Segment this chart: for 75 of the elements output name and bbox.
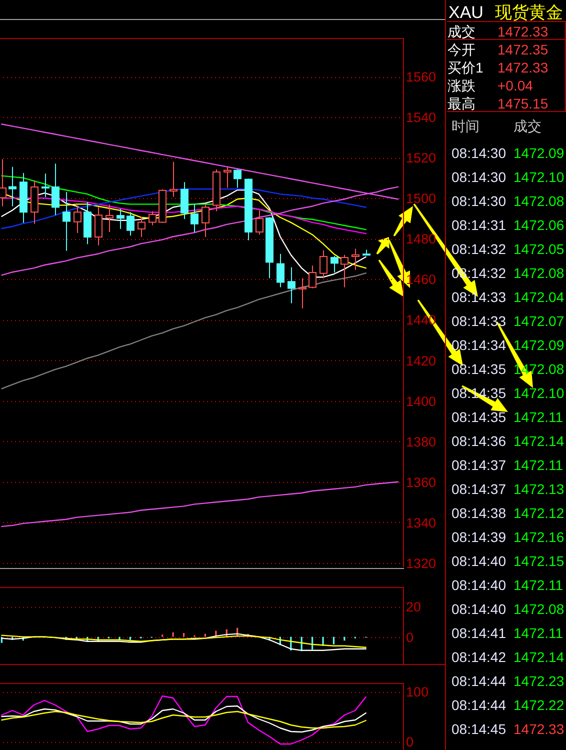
data-label: 1472.14 — [514, 433, 564, 449]
text: 1475.15 — [498, 96, 548, 112]
data-label: 1472.15 — [514, 553, 564, 569]
text: 最高 — [448, 96, 476, 112]
data-label: 1472.07 — [514, 313, 564, 329]
data-label: 1472.08 — [514, 193, 564, 209]
data-label: 1472.14 — [514, 649, 564, 665]
y-tick-label: 20 — [406, 600, 422, 615]
y-tick-label: 1420 — [406, 353, 436, 368]
y-tick-label: 08:14:31 — [452, 217, 506, 233]
y-tick-label: 1360 — [406, 474, 436, 490]
data-label: 1472.08 — [514, 601, 564, 617]
data-label: 1472.16 — [514, 529, 564, 545]
data-label: 1472.23 — [514, 673, 564, 689]
y-tick-label: 08:14:35 — [452, 409, 506, 425]
y-tick-label: 08:14:37 — [452, 457, 506, 473]
text: 今开 — [448, 42, 476, 58]
text: 1472.33 — [498, 60, 548, 76]
data-label: 1472.04 — [514, 289, 564, 305]
data-label: 1472.11 — [514, 577, 564, 593]
data-label: 1472.11 — [514, 409, 564, 425]
y-tick-label: 08:14:33 — [452, 313, 506, 329]
y-tick-label: 08:14:34 — [452, 337, 506, 353]
text: +0.04 — [498, 78, 534, 94]
data-label: 1472.05 — [514, 241, 564, 257]
y-tick-label: 0 — [406, 734, 414, 750]
y-tick-label: 1380 — [406, 434, 436, 450]
data-label: 1472.09 — [514, 145, 564, 161]
y-tick-label: 08:14:44 — [452, 673, 506, 689]
y-tick-label: 1500 — [406, 191, 436, 206]
y-tick-label: 08:14:40 — [452, 601, 506, 617]
y-tick-label: 100 — [406, 684, 429, 700]
data-label: 1472.10 — [514, 169, 564, 185]
y-tick-label: 1400 — [406, 394, 436, 409]
data-label: 1472.22 — [514, 697, 564, 713]
data-label: 1472.12 — [514, 505, 564, 521]
y-tick-label: 08:14:41 — [452, 625, 506, 641]
y-tick-label: 1480 — [406, 232, 436, 247]
text: 现货黄金 — [495, 3, 563, 22]
y-tick-label: 0 — [406, 630, 414, 645]
data-label: 1472.09 — [514, 337, 564, 353]
text: 成交 — [448, 24, 476, 40]
text: 1472.35 — [498, 42, 548, 58]
y-axis-title: 时间 — [452, 118, 480, 134]
data-label: 1472.06 — [514, 217, 564, 233]
y-tick-label: 08:14:45 — [452, 721, 506, 737]
y-tick-label: 08:14:39 — [452, 529, 506, 545]
y-tick-label: 1340 — [406, 515, 436, 530]
data-label: 1472.13 — [514, 481, 564, 497]
text: 涨跌 — [448, 78, 476, 94]
y-tick-label: 08:14:30 — [452, 193, 506, 209]
data-label: 1472.10 — [514, 385, 564, 401]
y-tick-label: 1320 — [406, 556, 436, 571]
data-label: 1472.33 — [514, 721, 564, 737]
y-tick-label: 08:14:36 — [452, 433, 506, 449]
y-tick-label: 08:14:32 — [452, 241, 506, 257]
y-tick-label: 08:14:33 — [452, 289, 506, 305]
y-tick-label: 08:14:40 — [452, 553, 506, 569]
y-tick-label: 08:14:40 — [452, 577, 506, 593]
y-tick-label: 08:14:30 — [452, 145, 506, 161]
y-tick-label: 08:14:35 — [452, 361, 506, 377]
y-tick-label: 08:14:38 — [452, 505, 506, 521]
y-tick-label: 1540 — [406, 110, 436, 126]
data-label: 1472.11 — [514, 625, 564, 641]
y-tick-label: 08:14:37 — [452, 481, 506, 497]
data-label: 1472.11 — [514, 457, 564, 473]
y-tick-label: 1560 — [406, 70, 436, 85]
data-label: 1472.08 — [514, 265, 564, 281]
y-tick-label: 08:14:44 — [452, 697, 506, 713]
text: XAU — [448, 3, 484, 22]
text: 1472.33 — [498, 24, 548, 40]
text: 买价1 — [448, 60, 484, 76]
y-tick-label: 08:14:42 — [452, 649, 506, 665]
y-tick-label: 08:14:30 — [452, 169, 506, 185]
y-tick-label: 1520 — [406, 150, 436, 166]
